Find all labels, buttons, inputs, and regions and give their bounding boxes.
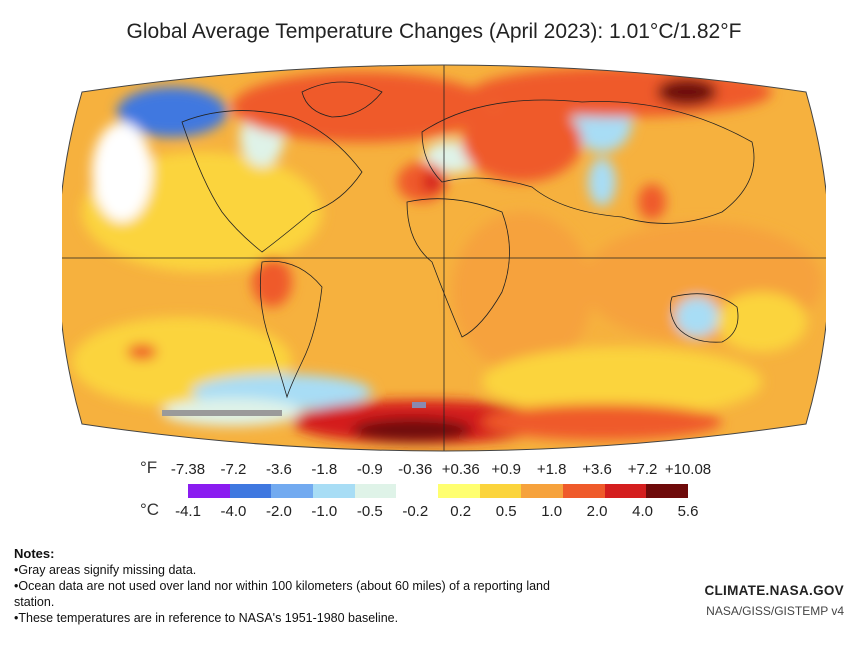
celsius-unit-label: °C: [140, 500, 160, 519]
celsius-tick-label: 0.2: [450, 503, 472, 520]
note-item: These temperatures are in reference to N…: [14, 610, 574, 626]
fahrenheit-tick-label: +1.8: [536, 461, 567, 478]
temperature-anomaly-map: [62, 64, 826, 452]
fahrenheit-tick-label: -0.9: [356, 461, 383, 478]
fahrenheit-tick-label: -7.38: [170, 461, 206, 478]
fahrenheit-tick-label: -3.6: [265, 461, 292, 478]
celsius-tick-label: -2.0: [265, 503, 292, 520]
celsius-tick-label: -4.1: [175, 503, 201, 520]
celsius-tick-label: -0.5: [356, 503, 383, 520]
legend-swatch: [646, 484, 689, 498]
fahrenheit-tick-label: +3.6: [582, 461, 612, 478]
credit-source: NASA/GISS/GISTEMP v4: [706, 604, 844, 618]
note-item: Gray areas signify missing data.: [14, 562, 574, 578]
celsius-tick-label: 5.6: [677, 503, 699, 520]
celsius-tick-label: -4.0: [220, 503, 247, 520]
celsius-tick-label: 0.5: [495, 503, 517, 520]
celsius-tick-label: -0.2: [402, 503, 429, 520]
fahrenheit-tick-label: -0.36: [398, 461, 433, 478]
legend-swatch: [271, 484, 314, 498]
legend-swatch: [521, 484, 564, 498]
fahrenheit-tick-label: +7.2: [627, 461, 658, 478]
legend-swatch: [313, 484, 356, 498]
fahrenheit-tick-label: -7.2: [220, 461, 247, 478]
legend-swatch: [396, 484, 439, 498]
credit-block: CLIMATE.NASA.GOV NASA/GISS/GISTEMP v4: [704, 583, 844, 618]
celsius-tick-label: 1.0: [541, 503, 563, 520]
legend-swatch: [229, 484, 272, 498]
fahrenheit-tick-label: +0.9: [491, 461, 521, 478]
celsius-tick-label: 2.0: [586, 503, 608, 520]
color-legend: °F °C -7.38 -7.2 -3.6 -1.8 -0.9 -0.36 +0.36 +0.…: [0, 458, 868, 528]
celsius-tick-label: -1.0: [311, 503, 338, 520]
legend-swatch: [188, 484, 231, 498]
notes-section: Notes: Gray areas signify missing data. …: [14, 546, 574, 626]
legend-swatch: [438, 484, 481, 498]
credit-site[interactable]: CLIMATE.NASA.GOV: [704, 583, 844, 598]
fahrenheit-tick-label: -1.8: [311, 461, 338, 478]
legend-swatch: [604, 484, 647, 498]
fahrenheit-tick-label: +0.36: [441, 461, 480, 478]
fahrenheit-unit-label: °F: [140, 458, 158, 477]
legend-swatch: [563, 484, 606, 498]
note-item: Ocean data are not used over land nor wi…: [14, 578, 574, 610]
celsius-tick-label: 4.0: [632, 503, 653, 520]
fahrenheit-tick-label: +10.08: [664, 461, 712, 478]
map-title: Global Average Temperature Changes (Apri…: [126, 20, 742, 43]
legend-swatch: [354, 484, 397, 498]
legend-swatch: [479, 484, 522, 498]
notes-heading: Notes:: [14, 546, 55, 561]
